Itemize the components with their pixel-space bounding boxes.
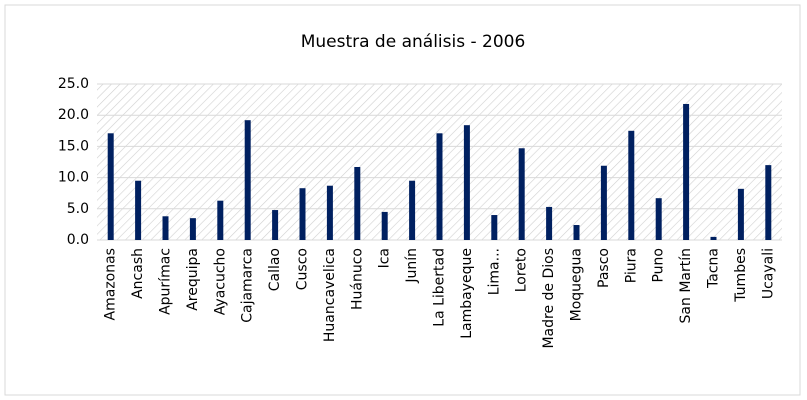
x-tick-label: Arequipa [185, 248, 201, 311]
x-tick-label: Cajamarca [240, 248, 256, 323]
x-tick-label: Huánuco [349, 248, 365, 310]
bar [518, 148, 525, 240]
bar [135, 180, 142, 240]
x-tick-label: Huancavelica [322, 248, 338, 342]
x-tick-label: Lima... [486, 248, 502, 295]
y-tick-label: 0.0 [67, 232, 89, 248]
bar [436, 133, 443, 240]
bar [354, 166, 361, 240]
bar [628, 130, 635, 240]
x-tick-label: Amazonas [103, 248, 119, 320]
x-tick-label: Cusco [295, 248, 311, 290]
bar [765, 165, 772, 240]
x-tick-label: Lambayeque [459, 248, 475, 339]
x-tick-label: La Libertad [432, 248, 448, 327]
bar [299, 188, 306, 240]
bar [217, 200, 224, 240]
bar [107, 133, 114, 240]
x-tick-label: Madre de Dios [541, 248, 557, 349]
y-tick-label: 20.0 [58, 107, 89, 123]
x-tick-label: Ancash [130, 248, 146, 299]
bar [546, 206, 553, 240]
y-tick-label: 15.0 [58, 138, 89, 154]
x-tick-label: Junín [404, 248, 420, 284]
x-tick-label: Loreto [514, 248, 530, 292]
chart-title: Muestra de análisis - 2006 [301, 32, 526, 52]
x-tick-label: Puno [651, 248, 667, 283]
x-tick-label: Moquegua [569, 248, 585, 321]
y-tick-label: 25.0 [58, 76, 89, 92]
x-tick-label: Tumbes [733, 248, 749, 303]
bar [326, 185, 333, 240]
bar [272, 210, 279, 240]
bar [491, 215, 498, 240]
y-tick-label: 10.0 [58, 170, 89, 186]
x-tick-label: Tacna [706, 248, 722, 289]
x-tick-label: Ucayali [760, 248, 776, 299]
bar [600, 165, 607, 240]
bar [710, 236, 717, 240]
bar [189, 218, 196, 240]
x-tick-label: Ayacucho [212, 248, 228, 315]
bar [381, 211, 388, 240]
bar [162, 216, 169, 240]
bar [409, 180, 416, 240]
bar [737, 188, 744, 240]
bar [463, 125, 470, 240]
bar [655, 198, 662, 240]
x-tick-label: Apurímac [158, 248, 174, 315]
bar [244, 120, 251, 240]
bar [683, 103, 690, 240]
x-tick-label: Pasco [596, 248, 612, 288]
y-tick-label: 5.0 [67, 201, 89, 217]
bar [573, 225, 580, 240]
x-tick-label: San Martín [678, 248, 694, 323]
x-tick-label: Ica [377, 248, 393, 268]
x-tick-label: Callao [267, 248, 283, 291]
x-tick-label: Piura [623, 248, 639, 283]
